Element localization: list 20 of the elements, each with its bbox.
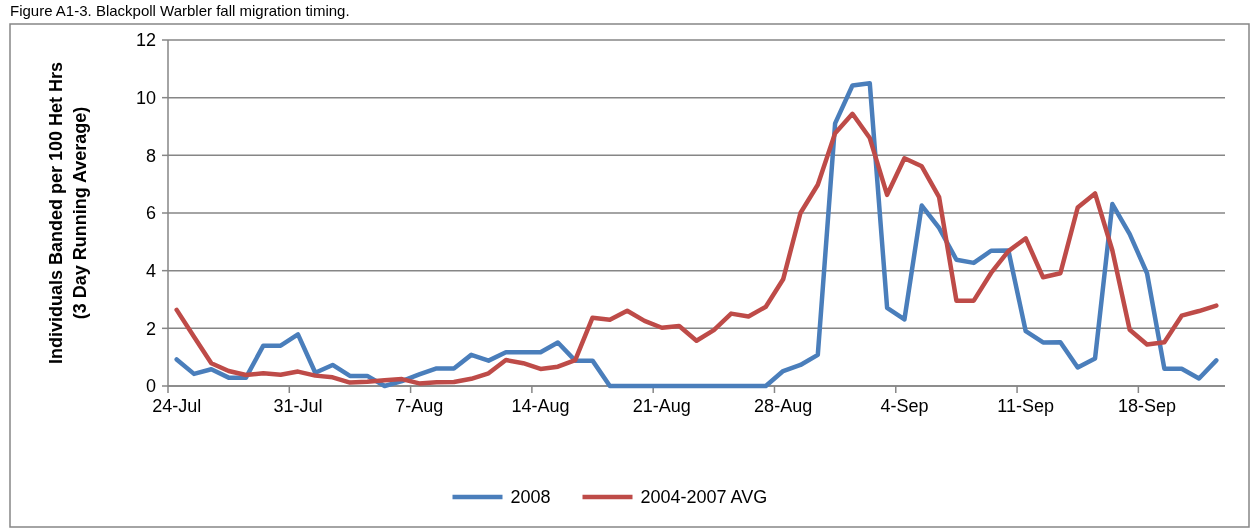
x-tick-label: 14-Aug — [511, 396, 570, 416]
x-tick-label: 31-Jul — [273, 396, 323, 416]
x-tick-label: 28-Aug — [754, 396, 813, 416]
y-tick-label: 2 — [145, 318, 156, 339]
y-tick-label: 6 — [145, 203, 156, 224]
x-tick-label: 21-Aug — [632, 396, 691, 416]
x-tick-label: 24-Jul — [152, 396, 202, 416]
x-tick-label: 18-Sep — [1118, 396, 1177, 416]
x-tick-label: 4-Sep — [880, 396, 929, 416]
y-tick-label: 0 — [145, 376, 156, 397]
x-tick-label: 7-Aug — [395, 396, 444, 416]
chart-title: Figure A1-3. Blackpoll Warbler fall migration timing. — [10, 2, 350, 19]
y-axis-title: Individuals Banded per 100 Het Hrs (3 Day Running Average) — [46, 61, 90, 365]
legend-label: 2004-2007 AVG — [640, 487, 768, 508]
x-tick-label: 11-Sep — [997, 396, 1055, 416]
y-tick-label: 8 — [145, 145, 156, 166]
y-tick-label: 4 — [145, 260, 156, 281]
legend-label: 2008 — [510, 487, 551, 508]
y-tick-label: 12 — [135, 30, 156, 51]
y-tick-label: 10 — [135, 87, 156, 108]
